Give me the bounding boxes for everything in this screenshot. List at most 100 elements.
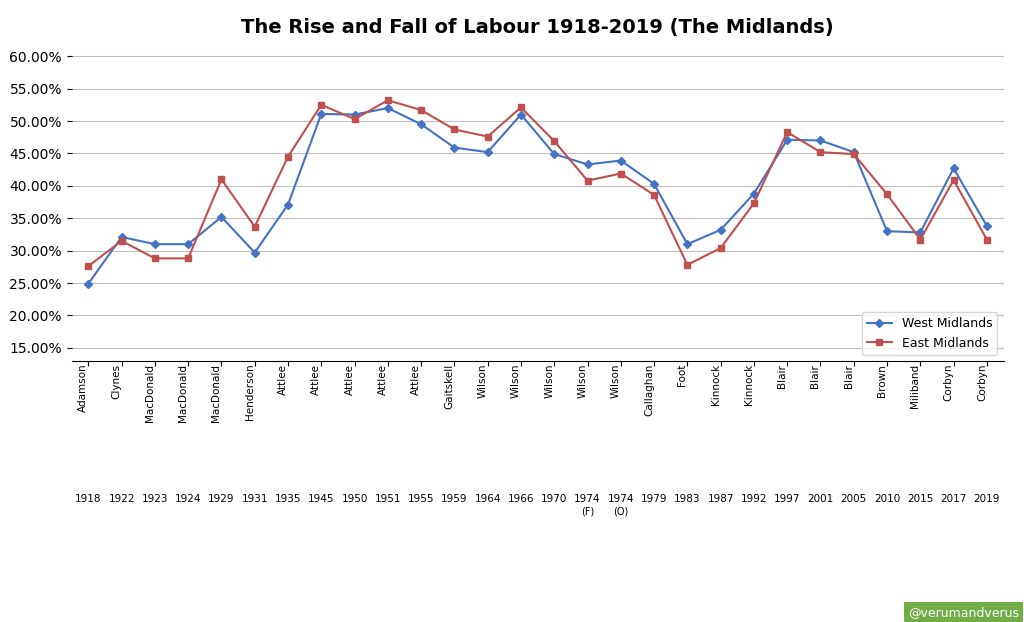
- Line: East Midlands: East Midlands: [86, 98, 989, 269]
- Text: Blair: Blair: [844, 364, 854, 388]
- Text: Callaghan: Callaghan: [644, 364, 654, 416]
- West Midlands: [148, 240, 161, 248]
- West Midlands: [548, 151, 560, 158]
- West Midlands: [481, 149, 494, 156]
- Text: Brown: Brown: [877, 364, 887, 397]
- Text: 1992: 1992: [740, 494, 767, 504]
- East Midlands: [282, 153, 294, 160]
- Text: 1918: 1918: [75, 494, 101, 504]
- Text: 1974: 1974: [574, 494, 601, 504]
- East Midlands: [148, 254, 161, 262]
- East Midlands: [515, 104, 527, 111]
- Text: 1974: 1974: [607, 494, 634, 504]
- Text: 1950: 1950: [341, 494, 368, 504]
- Text: 1970: 1970: [541, 494, 567, 504]
- Text: 1966: 1966: [508, 494, 535, 504]
- West Midlands: [582, 160, 594, 168]
- Text: Wilson: Wilson: [610, 364, 621, 398]
- East Midlands: [614, 170, 627, 177]
- West Midlands: [881, 228, 893, 235]
- West Midlands: [614, 157, 627, 164]
- Text: Attlee: Attlee: [411, 364, 421, 395]
- Text: 1955: 1955: [408, 494, 434, 504]
- Text: Wilson: Wilson: [544, 364, 554, 398]
- West Midlands: [182, 240, 195, 248]
- West Midlands: [748, 190, 760, 197]
- Text: (F): (F): [581, 507, 594, 517]
- Text: Kinnock: Kinnock: [743, 364, 754, 405]
- East Midlands: [814, 149, 826, 156]
- West Midlands: [82, 280, 94, 287]
- East Midlands: [582, 177, 594, 184]
- West Midlands: [215, 213, 227, 221]
- West Midlands: [715, 226, 727, 234]
- West Midlands: [814, 137, 826, 144]
- Text: 1997: 1997: [774, 494, 801, 504]
- East Midlands: [681, 261, 693, 269]
- Text: 1983: 1983: [674, 494, 700, 504]
- East Midlands: [947, 176, 959, 183]
- Text: Attlee: Attlee: [378, 364, 388, 395]
- East Midlands: [382, 96, 394, 104]
- East Midlands: [449, 126, 461, 133]
- East Midlands: [748, 200, 760, 207]
- Text: 2005: 2005: [841, 494, 867, 504]
- East Midlands: [249, 223, 261, 230]
- Text: 1929: 1929: [208, 494, 234, 504]
- Text: 1924: 1924: [175, 494, 202, 504]
- Text: Corbyn: Corbyn: [943, 364, 953, 401]
- West Midlands: [848, 149, 860, 156]
- West Midlands: [781, 136, 794, 144]
- Text: 2019: 2019: [974, 494, 1000, 504]
- Text: Corbyn: Corbyn: [977, 364, 987, 401]
- Text: 1959: 1959: [441, 494, 468, 504]
- East Midlands: [82, 262, 94, 270]
- Text: 1935: 1935: [274, 494, 301, 504]
- West Midlands: [415, 121, 427, 128]
- Text: Attlee: Attlee: [311, 364, 322, 395]
- Text: Clynes: Clynes: [112, 364, 122, 399]
- Text: 2001: 2001: [807, 494, 834, 504]
- Text: Wilson: Wilson: [578, 364, 588, 398]
- Text: 1964: 1964: [474, 494, 501, 504]
- West Midlands: [681, 240, 693, 248]
- Text: 2017: 2017: [940, 494, 967, 504]
- East Midlands: [848, 151, 860, 158]
- Text: @verumandverus: @verumandverus: [908, 606, 1019, 619]
- Text: MacDonald: MacDonald: [144, 364, 155, 422]
- Text: Kinnock: Kinnock: [711, 364, 721, 405]
- Text: 1923: 1923: [141, 494, 168, 504]
- Text: Henderson: Henderson: [245, 364, 255, 420]
- Text: Foot: Foot: [677, 364, 687, 386]
- East Midlands: [348, 115, 360, 123]
- West Midlands: [315, 110, 328, 118]
- East Midlands: [781, 128, 794, 136]
- Text: 1922: 1922: [109, 494, 135, 504]
- West Midlands: [116, 233, 128, 241]
- East Midlands: [315, 101, 328, 109]
- Text: Gaitskell: Gaitskell: [444, 364, 455, 409]
- Text: Attlee: Attlee: [278, 364, 288, 395]
- Text: (O): (O): [613, 507, 629, 517]
- East Midlands: [914, 236, 927, 243]
- Y-axis label: Vote Share: Vote Share: [0, 164, 4, 247]
- West Midlands: [249, 249, 261, 256]
- Title: The Rise and Fall of Labour 1918-2019 (The Midlands): The Rise and Fall of Labour 1918-2019 (T…: [242, 18, 834, 37]
- West Midlands: [515, 111, 527, 118]
- Text: MacDonald: MacDonald: [178, 364, 188, 422]
- East Midlands: [881, 190, 893, 198]
- West Midlands: [914, 229, 927, 236]
- Text: Miliband: Miliband: [910, 364, 921, 408]
- East Midlands: [548, 137, 560, 145]
- Text: 1951: 1951: [375, 494, 401, 504]
- Text: 1979: 1979: [641, 494, 668, 504]
- Line: West Midlands: West Midlands: [86, 105, 989, 287]
- Text: Wilson: Wilson: [511, 364, 521, 398]
- Text: 1931: 1931: [242, 494, 268, 504]
- East Midlands: [215, 175, 227, 183]
- West Midlands: [981, 222, 993, 230]
- Text: Wilson: Wilson: [477, 364, 487, 398]
- West Midlands: [648, 180, 660, 188]
- Text: 2015: 2015: [907, 494, 934, 504]
- East Midlands: [415, 106, 427, 114]
